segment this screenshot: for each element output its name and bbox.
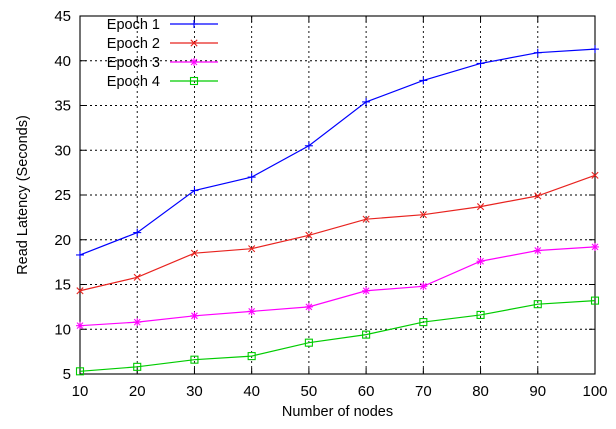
series-lines — [75, 45, 600, 376]
data-point — [304, 141, 313, 150]
legend-item-2: Epoch 2 — [107, 36, 218, 52]
y-tick-label: 30 — [54, 142, 71, 159]
data-point — [533, 246, 542, 255]
data-point — [419, 211, 427, 219]
y-tick-label: 15 — [54, 277, 71, 294]
y-tick-label: 5 — [63, 366, 71, 383]
x-tick-label: 30 — [186, 383, 203, 400]
data-point — [419, 76, 428, 85]
legend-marker — [190, 58, 198, 66]
data-point — [362, 330, 371, 339]
data-point — [476, 257, 485, 266]
data-point — [362, 97, 371, 106]
series-1 — [76, 45, 599, 259]
y-tick-label: 40 — [54, 53, 71, 70]
data-point — [476, 310, 485, 319]
y-tick-label: 20 — [54, 232, 71, 249]
data-point — [190, 186, 199, 195]
x-tick-label: 100 — [582, 383, 607, 400]
x-tick-label: 80 — [472, 383, 489, 400]
x-tick-label: 10 — [72, 383, 89, 400]
x-tick-label: 50 — [301, 383, 318, 400]
data-point — [75, 367, 85, 376]
legend-label: Epoch 4 — [107, 74, 160, 90]
legend-item-3: Epoch 3 — [107, 55, 218, 71]
series-line — [79, 48, 596, 256]
data-point — [419, 318, 428, 327]
series-2 — [76, 171, 599, 295]
x-tick-label: 20 — [129, 383, 146, 400]
data-point — [133, 273, 141, 281]
x-tick-label: 90 — [529, 383, 546, 400]
data-point — [133, 228, 142, 237]
x-axis-tick-labels: 10 20 30 40 50 60 70 80 90 100 — [72, 383, 608, 400]
data-point — [190, 355, 199, 364]
data-point — [534, 192, 542, 200]
data-point — [248, 245, 256, 253]
data-point — [533, 48, 542, 57]
series-3 — [76, 242, 599, 330]
data-point — [190, 249, 199, 257]
plot-area-frame — [79, 15, 596, 375]
data-point — [362, 215, 370, 223]
data-point — [133, 362, 142, 371]
data-point — [76, 250, 84, 259]
data-point — [190, 311, 199, 320]
y-tick-label: 35 — [54, 98, 71, 115]
data-point — [247, 352, 256, 361]
legend-label: Epoch 3 — [107, 55, 160, 71]
x-tick-label: 70 — [415, 383, 432, 400]
legend-label: Epoch 1 — [107, 17, 160, 33]
legend-marker — [190, 20, 198, 28]
series-line — [79, 174, 596, 292]
data-point — [304, 302, 313, 311]
data-point — [304, 338, 313, 347]
data-point — [591, 242, 599, 251]
data-point — [591, 45, 599, 54]
data-point — [247, 173, 256, 182]
data-point — [133, 318, 142, 327]
data-point — [591, 171, 599, 179]
data-point — [476, 203, 485, 211]
legend-item-4: Epoch 4 — [107, 74, 218, 90]
y-tick-label: 25 — [54, 187, 71, 204]
data-point — [362, 286, 371, 295]
x-tick-label: 40 — [243, 383, 260, 400]
legend-label: Epoch 2 — [107, 36, 160, 52]
data-point — [419, 282, 428, 291]
y-axis-tick-labels: 5 10 15 20 25 30 35 40 45 — [54, 8, 71, 383]
data-point — [305, 231, 313, 239]
data-point — [247, 307, 256, 316]
x-axis-title: Number of nodes — [282, 404, 393, 420]
legend-marker — [190, 39, 198, 47]
legend: Epoch 1 Epoch 2 Epoch 3 Epoch 4 — [107, 17, 218, 90]
y-tick-label: 45 — [54, 8, 71, 25]
legend-marker — [189, 76, 199, 86]
data-point — [590, 296, 600, 305]
legend-item-1: Epoch 1 — [107, 17, 218, 33]
series-4 — [75, 296, 600, 376]
x-tick-label: 60 — [358, 383, 375, 400]
data-point — [76, 287, 84, 295]
data-point — [476, 59, 485, 68]
y-axis-title: Read Latency (Seconds) — [15, 115, 31, 275]
data-point — [76, 321, 84, 330]
series-line — [79, 300, 596, 372]
y-tick-label: 10 — [54, 321, 71, 338]
grid — [80, 16, 595, 374]
data-point — [533, 300, 542, 309]
series-line — [79, 246, 596, 327]
